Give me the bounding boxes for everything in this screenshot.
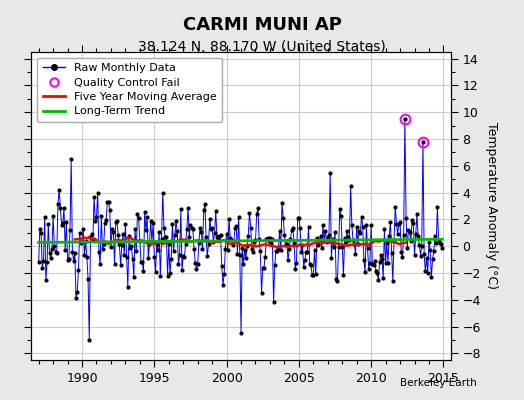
Text: 38.124 N, 88.170 W (United States): 38.124 N, 88.170 W (United States)	[138, 40, 386, 54]
Text: CARMI MUNI AP: CARMI MUNI AP	[182, 16, 342, 34]
Y-axis label: Temperature Anomaly (°C): Temperature Anomaly (°C)	[485, 122, 498, 290]
Legend: Raw Monthly Data, Quality Control Fail, Five Year Moving Average, Long-Term Tren: Raw Monthly Data, Quality Control Fail, …	[37, 58, 222, 122]
Text: Berkeley Earth: Berkeley Earth	[400, 378, 477, 388]
